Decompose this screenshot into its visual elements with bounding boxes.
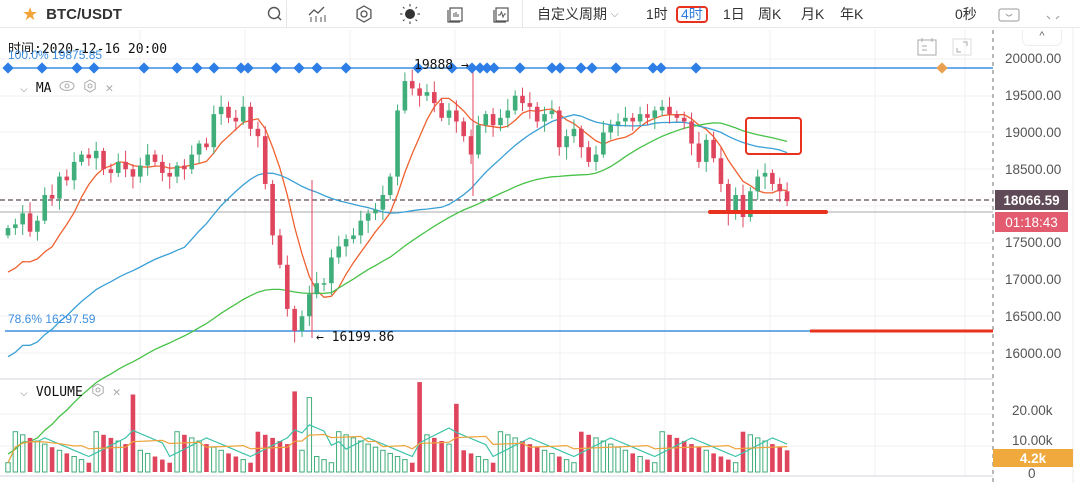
settings-icon[interactable]: [91, 383, 105, 401]
volume-tick: 10.00k: [1012, 433, 1053, 448]
ma-title: MA: [35, 80, 52, 96]
chart-toolbar: ★ BTC/USDT 自定义周期 ⌵ 1时 4时 1日 周K 月K 年K 0秒: [0, 0, 1080, 28]
volume-tick: 20.00k: [1012, 403, 1053, 418]
price-tick: 19000.00: [1005, 125, 1062, 140]
price-tick: 18500.00: [1005, 162, 1062, 177]
theme-icon[interactable]: [399, 3, 421, 25]
period-year[interactable]: 年K: [840, 0, 863, 28]
countdown-label: 0秒: [955, 6, 977, 22]
maximize-pane-icon[interactable]: [952, 38, 972, 61]
price-chart[interactable]: [0, 28, 1080, 483]
last-price-tag: 18066.59: [995, 190, 1068, 210]
period-4h[interactable]: 4时: [676, 5, 708, 23]
close-icon[interactable]: ✕: [112, 384, 121, 400]
settings-icon[interactable]: [353, 3, 375, 25]
period-label: 1时: [646, 6, 668, 22]
price-tick: 16000.00: [1005, 346, 1062, 361]
template-icon[interactable]: [444, 3, 466, 25]
high-price-annotation: 19888 →: [414, 58, 469, 73]
fullscreen-icon[interactable]: [1042, 3, 1064, 25]
period-week[interactable]: 周K: [758, 0, 781, 28]
favorite-star-icon[interactable]: ★: [22, 3, 39, 24]
countdown-seconds: 0秒: [955, 0, 977, 28]
custom-period-label: 自定义周期: [537, 6, 607, 22]
collapse-chevron-icon[interactable]: ⌵: [20, 80, 28, 96]
price-tick: 17000.00: [1005, 272, 1062, 287]
screenshot-icon[interactable]: [997, 3, 1021, 25]
save-layout-icon[interactable]: [917, 38, 937, 61]
volume-pane-header: ⌵ VOLUME ✕: [20, 383, 121, 401]
volume-tick: 0: [1028, 466, 1036, 481]
ma-pane-header: ⌵ MA ✕: [20, 79, 113, 97]
compare-icon[interactable]: [490, 3, 512, 25]
eye-icon[interactable]: [59, 80, 75, 96]
symbol-selector[interactable]: ★ BTC/USDT: [22, 0, 122, 28]
candle-countdown-tag: 01:18:43: [995, 212, 1068, 232]
symbol-label: BTC/USDT: [46, 5, 122, 23]
period-label: 月K: [801, 6, 825, 22]
collapse-chevron-icon[interactable]: ⌵: [20, 384, 28, 400]
indicator-icon[interactable]: [306, 3, 328, 25]
scroll-up-chevron-icon[interactable]: ^: [1022, 30, 1062, 46]
custom-period-dropdown[interactable]: 自定义周期 ⌵: [537, 0, 619, 28]
price-tick: 16500.00: [1005, 309, 1062, 324]
crosshair-time-label: 时间:2020-12-16 20:00: [8, 42, 168, 57]
fib-bottom-label: 78.6% 16297.59: [8, 312, 96, 326]
low-price-annotation: ← 16199.86: [316, 330, 395, 345]
period-month[interactable]: 月K: [801, 0, 824, 28]
period-label: 年K: [840, 6, 864, 22]
period-1h[interactable]: 1时: [646, 0, 668, 28]
chevron-down-icon: ⌵: [611, 8, 619, 20]
settings-icon[interactable]: [83, 79, 97, 97]
last-volume-tag: 4.2k: [993, 449, 1073, 467]
period-label: 周K: [758, 6, 782, 22]
price-tick: 17500.00: [1005, 235, 1062, 250]
close-icon[interactable]: ✕: [105, 80, 114, 96]
price-tick: 20000.00: [1005, 51, 1062, 66]
period-1d[interactable]: 1日: [723, 0, 745, 28]
price-tick: 19500.00: [1005, 88, 1062, 103]
volume-title: VOLUME: [35, 384, 83, 400]
ma-crossover-highlight-box: [745, 117, 802, 155]
period-label: 1日: [723, 6, 745, 22]
fib-top-label: 100.0% 19875.85: [8, 48, 103, 62]
search-icon[interactable]: [264, 3, 286, 25]
